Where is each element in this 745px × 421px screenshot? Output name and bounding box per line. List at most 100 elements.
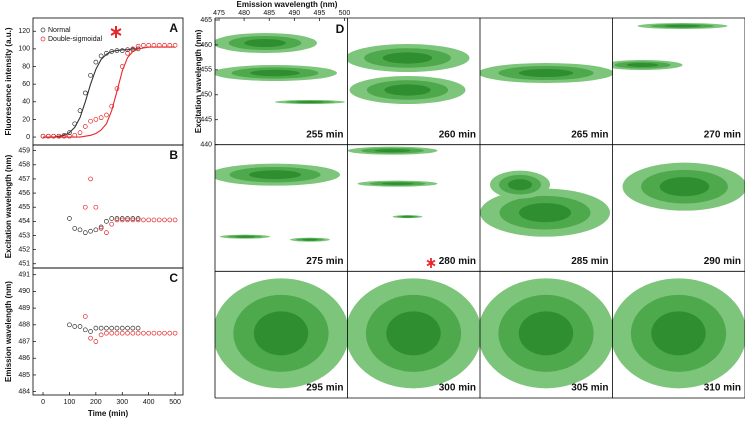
data-point bbox=[67, 133, 72, 139]
data-point bbox=[82, 204, 88, 210]
data-point bbox=[167, 330, 173, 336]
panel-time-label: 275 min bbox=[306, 256, 343, 267]
y-tick-label: 485 bbox=[18, 372, 30, 379]
asterisk bbox=[426, 258, 436, 268]
x-tick-label: 485 bbox=[263, 10, 275, 17]
data-point bbox=[146, 330, 152, 336]
y-tick-label: 440 bbox=[200, 142, 212, 149]
data-point bbox=[151, 217, 157, 223]
data-point bbox=[109, 103, 115, 109]
data-point bbox=[151, 330, 157, 336]
panel-time-label: 285 min bbox=[571, 256, 608, 267]
y-axis-label: Excitation wavelength (nm) bbox=[194, 29, 203, 133]
data-point bbox=[104, 50, 109, 56]
data-point bbox=[114, 216, 120, 221]
data-point bbox=[119, 325, 125, 331]
y-tick-label: 458 bbox=[18, 162, 30, 169]
contour-cell bbox=[480, 278, 613, 389]
data-point bbox=[77, 130, 83, 136]
legend-label: Normal bbox=[48, 27, 71, 34]
data-point bbox=[72, 226, 78, 231]
data-point bbox=[130, 46, 136, 52]
x-tick-label: 400 bbox=[143, 399, 155, 406]
y-tick-label: 489 bbox=[18, 305, 30, 312]
y-tick-label: 40 bbox=[22, 99, 30, 106]
data-point bbox=[72, 132, 78, 138]
panel-time-label: 265 min bbox=[571, 129, 608, 140]
data-point bbox=[125, 216, 130, 221]
data-point bbox=[167, 42, 173, 48]
legend-marker bbox=[40, 36, 46, 42]
contour-level bbox=[386, 311, 441, 356]
contour-cell bbox=[347, 146, 438, 219]
panel-time-label: 280 min bbox=[439, 256, 476, 267]
y-tick-label: 459 bbox=[18, 147, 30, 154]
contour-level bbox=[244, 39, 286, 47]
data-point bbox=[82, 124, 88, 129]
y-tick-label: 445 bbox=[200, 117, 212, 124]
data-point bbox=[109, 325, 115, 331]
panel-label: B bbox=[169, 148, 178, 162]
data-point bbox=[114, 217, 120, 223]
data-point bbox=[45, 133, 51, 139]
x-axis-label: Emission wavelength (nm) bbox=[237, 0, 338, 9]
y-tick-label: 455 bbox=[18, 204, 30, 211]
contour-cell bbox=[215, 33, 345, 104]
y-tick-label: 484 bbox=[18, 389, 30, 396]
data-point bbox=[125, 47, 130, 53]
y-tick-label: 456 bbox=[18, 190, 30, 197]
contour-cell bbox=[215, 278, 348, 389]
y-tick-label: 100 bbox=[18, 46, 30, 53]
data-point bbox=[67, 130, 72, 136]
data-point bbox=[40, 133, 46, 139]
contour-cell bbox=[347, 278, 480, 389]
contour-level bbox=[235, 235, 255, 238]
data-point bbox=[88, 228, 93, 234]
x-tick-label: 200 bbox=[90, 399, 102, 406]
y-tick-label: 491 bbox=[18, 272, 30, 279]
x-tick-label: 0 bbox=[41, 399, 45, 406]
data-point bbox=[146, 42, 152, 48]
x-tick-label: 480 bbox=[238, 10, 250, 17]
contour-level bbox=[384, 84, 431, 96]
y-tick-label: 80 bbox=[22, 63, 30, 70]
panel-time-label: 310 min bbox=[704, 383, 741, 394]
contour-cell bbox=[612, 278, 745, 389]
panel-time-label: 300 min bbox=[439, 383, 476, 394]
y-axis-label: Fluorescence intensity (a.u.) bbox=[4, 27, 13, 135]
x-tick-label: 495 bbox=[314, 10, 326, 17]
contour-level bbox=[508, 179, 532, 191]
contour-level bbox=[302, 238, 318, 241]
legend-marker bbox=[40, 27, 46, 33]
panel-time-label: 295 min bbox=[306, 383, 343, 394]
contour-layer bbox=[215, 23, 745, 389]
y-tick-label: 457 bbox=[18, 176, 30, 183]
y-tick-label: 60 bbox=[22, 81, 30, 88]
contour-cell bbox=[480, 63, 613, 83]
data-point bbox=[82, 314, 88, 319]
data-point bbox=[109, 221, 115, 227]
contour-level bbox=[664, 24, 701, 28]
fit-line bbox=[43, 46, 176, 138]
x-tick-label: 475 bbox=[213, 10, 225, 17]
contour-level bbox=[401, 215, 414, 218]
plot-frame bbox=[32, 144, 184, 269]
data-point bbox=[98, 224, 104, 230]
panel-time-label: 255 min bbox=[306, 129, 343, 140]
y-tick-label: 120 bbox=[18, 28, 30, 35]
data-point bbox=[135, 43, 141, 49]
data-point bbox=[88, 176, 93, 182]
data-point bbox=[141, 217, 146, 223]
contour-level bbox=[250, 69, 300, 77]
data-point bbox=[93, 117, 99, 122]
y-tick-label: 454 bbox=[18, 218, 30, 225]
y-tick-label: 20 bbox=[22, 116, 30, 123]
data-point bbox=[172, 330, 178, 336]
data-point bbox=[77, 108, 83, 113]
panel-label: C bbox=[169, 271, 178, 285]
data-point bbox=[114, 330, 120, 336]
panel-label: D bbox=[336, 22, 345, 36]
contour-level bbox=[253, 311, 309, 356]
data-point bbox=[167, 217, 173, 223]
